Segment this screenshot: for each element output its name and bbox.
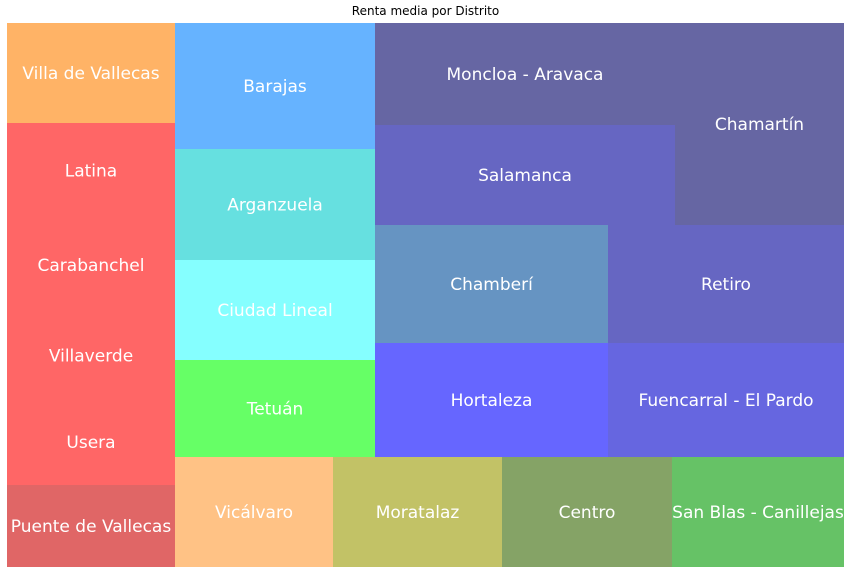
treemap-tile-label: Moncloa - Aravaca [447,65,604,85]
treemap-tile: Retiro [608,225,844,343]
treemap-tile-rect [7,312,175,399]
treemap-tile-label: Tetuán [246,400,304,420]
treemap-tile: Moncloa - Aravaca [375,23,675,125]
treemap-tile: Villaverde [7,312,175,399]
treemap-tile-rect [502,457,672,567]
treemap-tile: Ciudad Lineal [175,260,375,360]
treemap-tile-rect [7,123,175,218]
treemap-tile-label: Carabanchel [38,256,145,276]
treemap-tile: Fuencarral - El Pardo [608,343,844,457]
treemap-tile: Carabanchel [7,218,175,312]
treemap-tile-rect [175,457,333,567]
treemap-tile-rect [7,399,175,485]
treemap-tile-label: Centro [559,503,616,523]
treemap-tile-rect [175,260,375,360]
treemap-tile-rect [375,225,608,343]
treemap-tile-label: Latina [65,162,117,182]
treemap-tile: Chamberí [375,225,608,343]
treemap-tile-label: San Blas - Canillejas [672,503,844,523]
treemap-tile: Latina [7,123,175,218]
treemap-tile-rect [675,23,844,225]
treemap-tile-label: Arganzuela [227,196,323,216]
treemap-tile-rect [375,343,608,457]
treemap-tile-label: Moratalaz [376,503,460,523]
treemap-tile-rect [7,23,175,123]
treemap-tile-rect [672,457,844,567]
treemap-tile: Usera [7,399,175,485]
treemap-tile-rect [7,218,175,312]
chart-title: Renta media por Distrito [351,4,500,18]
treemap-tile-label: Barajas [243,77,307,97]
treemap-tile-label: Chamberí [450,275,534,295]
treemap-tile: Moratalaz [333,457,502,567]
treemap-tile-label: Puente de Vallecas [11,517,172,537]
treemap-tile: Centro [502,457,672,567]
treemap-tile-rect [175,149,375,260]
treemap-tile-label: Villa de Vallecas [22,64,159,84]
treemap-tile: Puente de Vallecas [7,485,175,567]
treemap-tile-rect [7,485,175,567]
treemap-tile: Salamanca [375,125,675,225]
treemap-tile-label: Fuencarral - El Pardo [638,391,813,411]
treemap-tile: Barajas [175,23,375,149]
treemap-tile: Hortaleza [375,343,608,457]
treemap-tile-rect [333,457,502,567]
treemap-tile-rect [175,360,375,457]
treemap-tile: Arganzuela [175,149,375,260]
treemap-tile-label: Ciudad Lineal [217,301,332,321]
treemap-tile: Vicálvaro [175,457,333,567]
treemap-tile-rect [608,343,844,457]
treemap-tile: Tetuán [175,360,375,457]
treemap-tile-label: Villaverde [49,347,133,367]
treemap-tile-label: Hortaleza [451,391,533,411]
treemap-tile: San Blas - Canillejas [672,457,844,567]
treemap-tile-label: Vicálvaro [215,503,293,523]
treemap-tile-rect [175,23,375,149]
treemap-tile: Chamartín [675,23,844,225]
treemap-tile-label: Salamanca [478,166,572,186]
treemap-tile-rect [375,125,675,225]
treemap-tile-rect [375,23,675,125]
treemap-tile-label: Chamartín [715,115,804,135]
treemap-tile-label: Retiro [701,275,751,295]
treemap-tile-label: Usera [66,433,115,453]
treemap-tile: Villa de Vallecas [7,23,175,123]
treemap-tile-rect [608,225,844,343]
